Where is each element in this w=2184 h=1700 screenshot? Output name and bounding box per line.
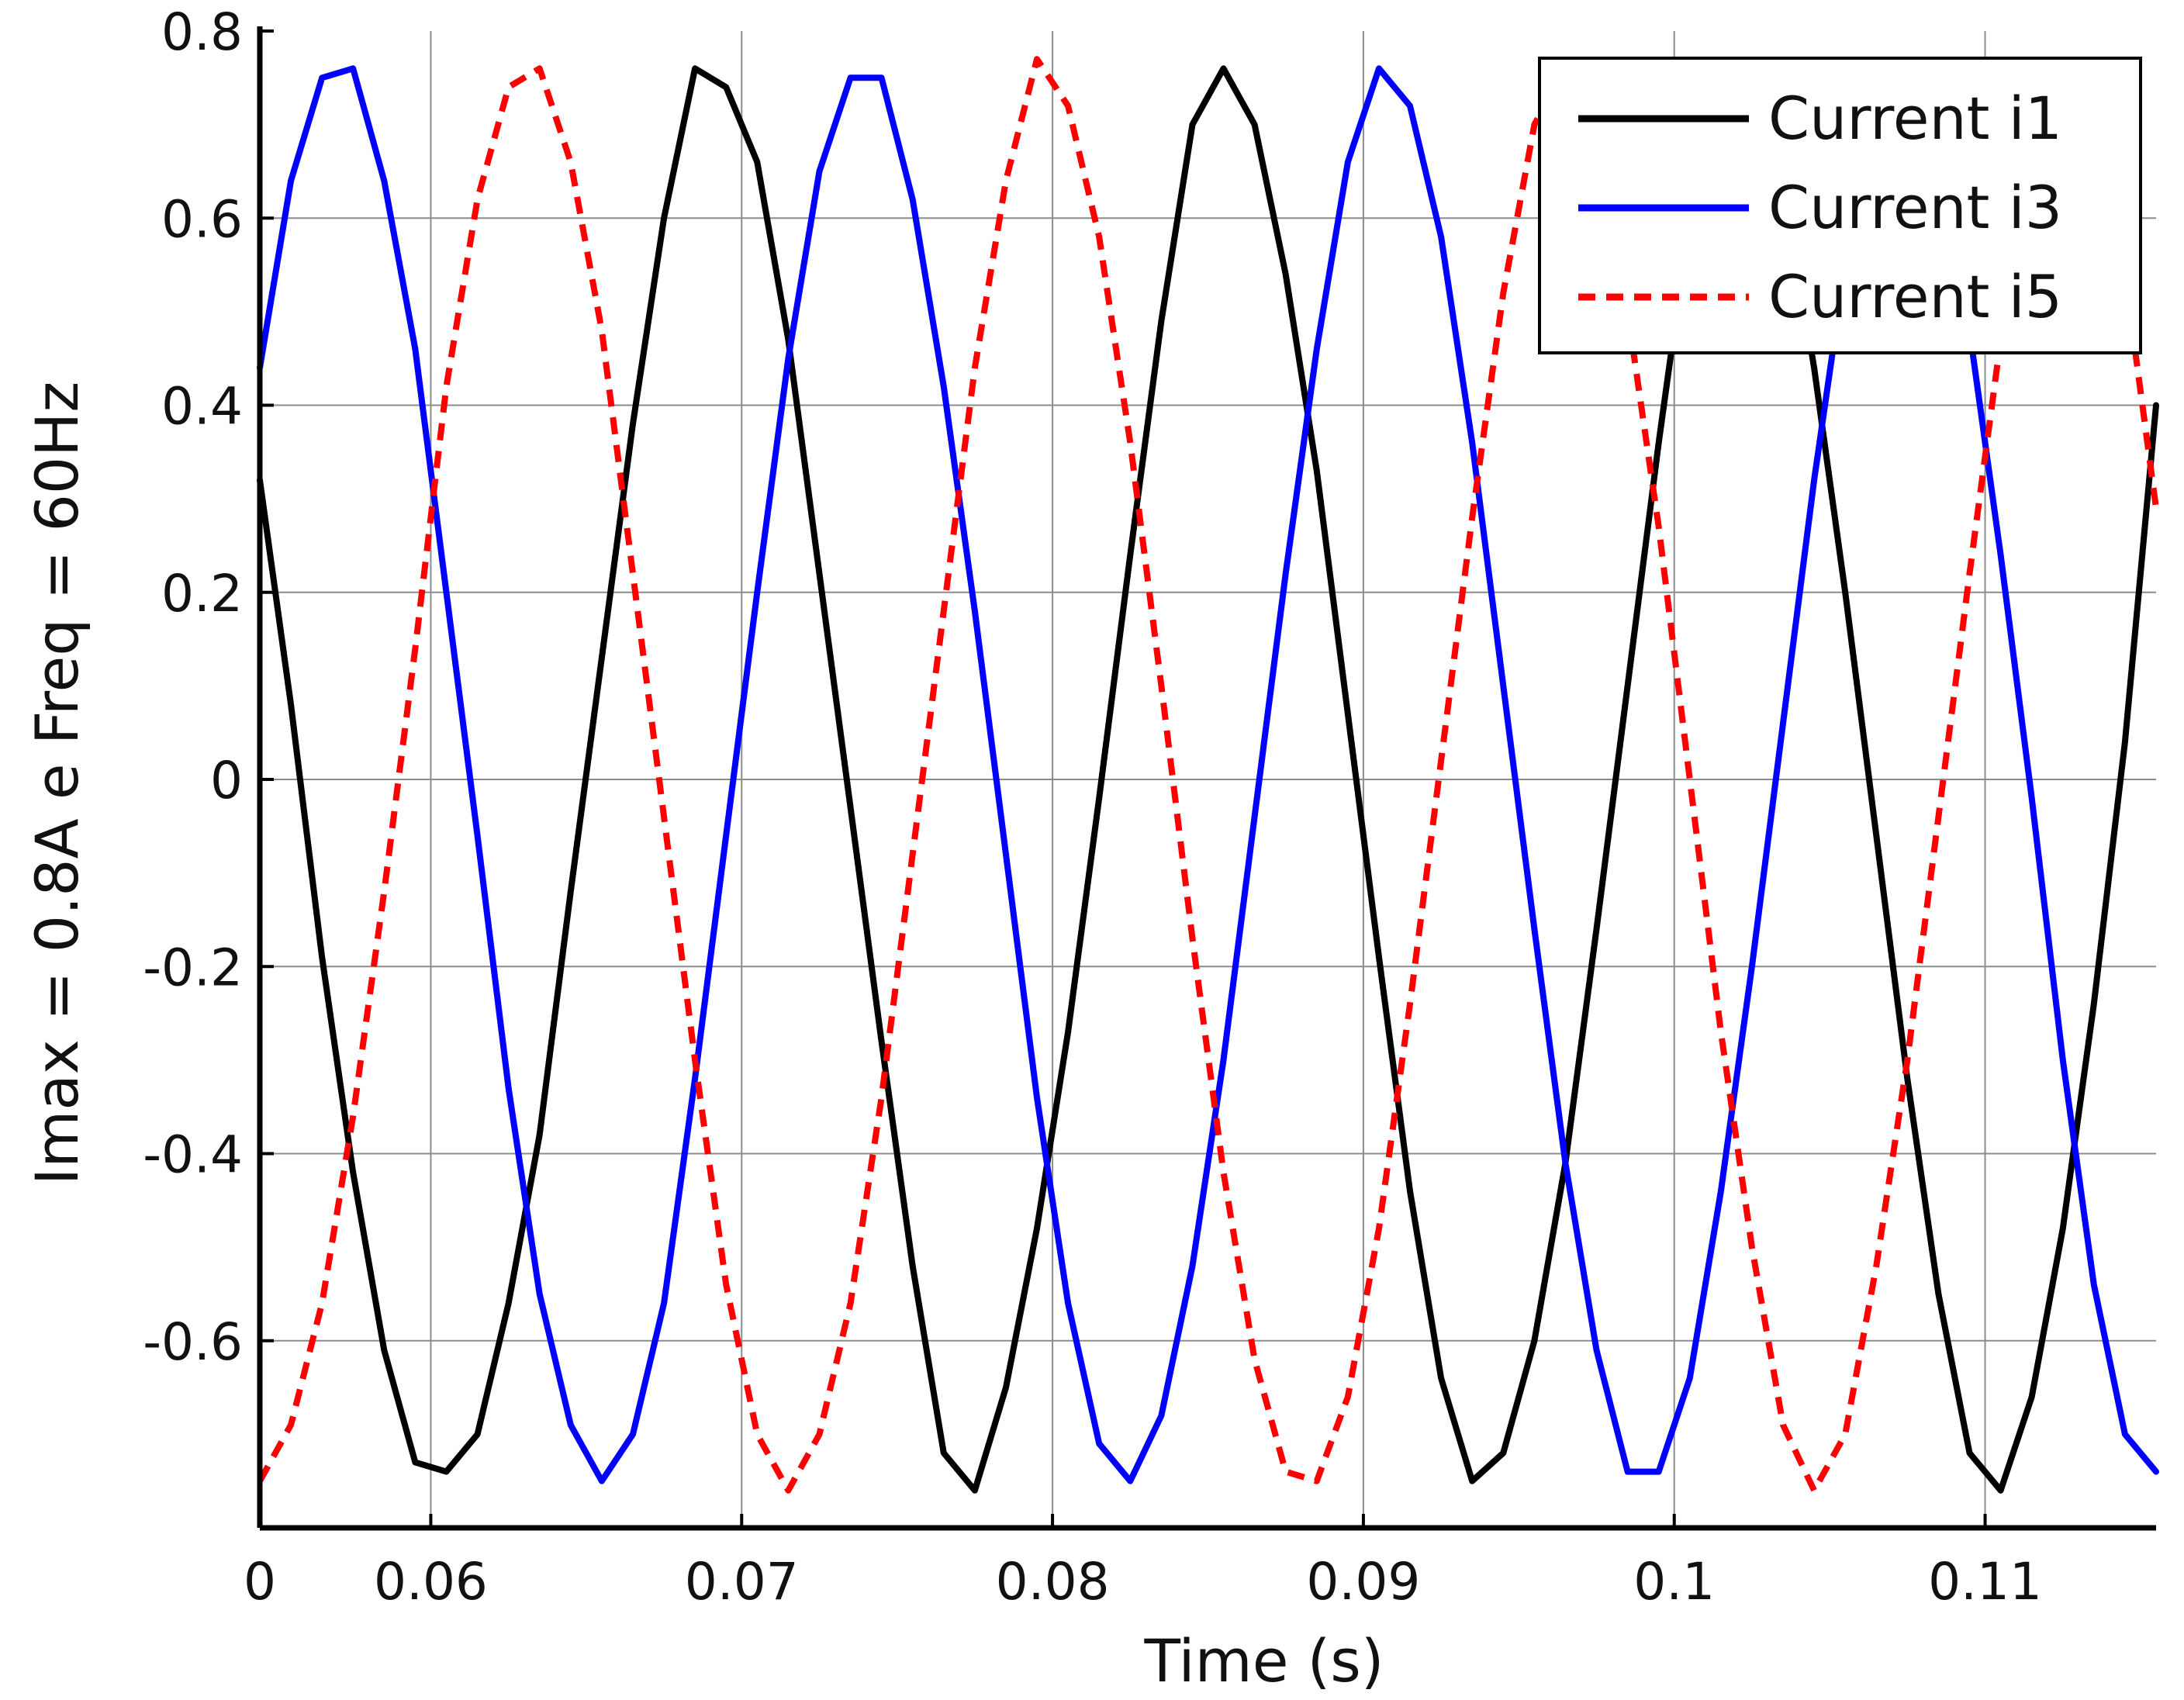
grid-lines xyxy=(260,31,2156,1528)
y-tick-label: -0.6 xyxy=(143,1312,243,1372)
x-tick-label: 0.08 xyxy=(996,1552,1110,1612)
tick-labels: 0 0.06 0.07 0.08 0.09 0.1 0.11 0.8 0.6 0.4 0.2 0 -0.… xyxy=(143,2,2042,1612)
legend-label: Current i5 xyxy=(1768,262,2062,331)
series-line-i5 xyxy=(257,56,2159,1494)
y-tick-label: 0.6 xyxy=(161,189,243,249)
y-tick-label: 0.4 xyxy=(161,377,243,437)
y-tick-label: -0.4 xyxy=(143,1125,243,1185)
x-tick-label: 0 xyxy=(244,1552,276,1612)
x-axis-label: Time (s) xyxy=(1143,1626,1384,1695)
axes xyxy=(257,26,2156,1531)
x-tick-label: 0.09 xyxy=(1306,1552,1420,1612)
legend: Current i1 Current i3 Current i5 xyxy=(1538,57,2142,354)
x-tick-label: 0.06 xyxy=(374,1552,488,1612)
legend-label: Current i1 xyxy=(1768,84,2062,153)
x-tick-label: 0.1 xyxy=(1633,1552,1715,1612)
y-tick-label: 0.2 xyxy=(161,564,243,624)
y-tick-label: 0 xyxy=(210,751,243,810)
y-tick-label: 0.8 xyxy=(161,2,243,62)
x-tick-label: 0.07 xyxy=(685,1552,799,1612)
series-line-i1 xyxy=(257,65,2159,1494)
legend-label: Current i3 xyxy=(1768,173,2062,242)
x-tick-label: 0.11 xyxy=(1928,1552,2042,1612)
y-tick-label: -0.2 xyxy=(143,938,243,997)
y-axis-label: Imax = 0.8A e Freq = 60Hz xyxy=(22,382,92,1185)
